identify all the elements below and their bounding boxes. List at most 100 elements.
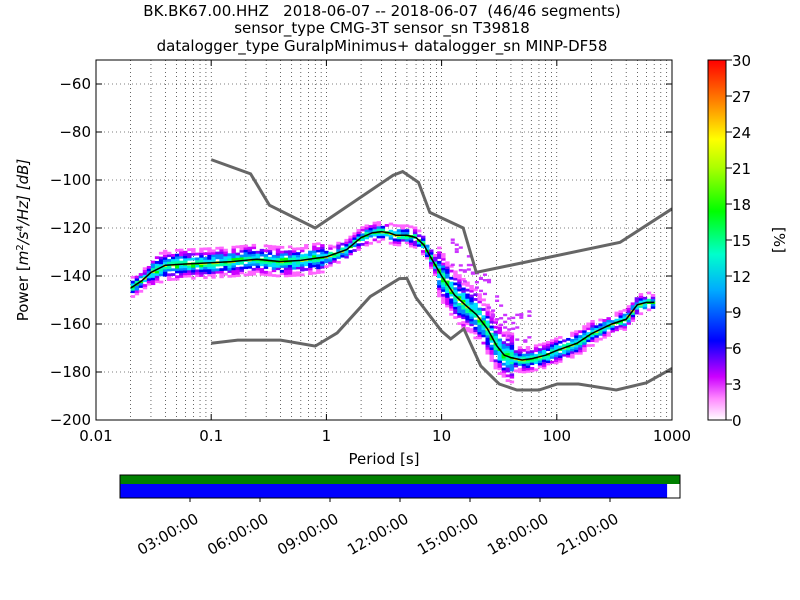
- heatmap-cell: [497, 345, 503, 349]
- heatmap-cell: [481, 315, 486, 319]
- heatmap-cell: [207, 247, 212, 251]
- heatmap-cell: [517, 348, 523, 352]
- heatmap-cell: [462, 269, 467, 272]
- heatmap-cell: [638, 312, 644, 316]
- heatmap-cell: [170, 273, 176, 276]
- heatmap-cell: [590, 327, 595, 330]
- heatmap-cell: [590, 336, 595, 340]
- heatmap-cell: [179, 272, 184, 276]
- median-curve: [130, 230, 655, 361]
- heatmap-cell: [570, 350, 575, 354]
- heatmap-cell: [300, 266, 305, 270]
- heatmap-cell: [316, 266, 321, 270]
- heatmap-cell: [203, 266, 208, 270]
- heatmap-cell: [416, 241, 422, 245]
- heatmap-cell: [578, 342, 583, 346]
- heatmap-cell: [267, 264, 273, 267]
- colorbar-tick-label: 0: [732, 412, 742, 430]
- heatmap-cell: [590, 329, 595, 333]
- heatmap-cell: [219, 248, 224, 252]
- heatmap-cell: [453, 289, 458, 293]
- heatmap-cell: [291, 252, 297, 256]
- heatmap-cell: [646, 308, 652, 312]
- heatmap-cell: [461, 282, 466, 286]
- heatmap-cell: [618, 324, 623, 328]
- heatmap-cell: [408, 237, 414, 241]
- heatmap-cell: [211, 254, 216, 258]
- heatmap-cell: [473, 331, 478, 335]
- heatmap-cell: [235, 274, 240, 278]
- heatmap-cell: [489, 354, 494, 358]
- heatmap-cell: [364, 226, 369, 230]
- heatmap-cell: [384, 233, 390, 237]
- heatmap-cell: [207, 266, 212, 270]
- heatmap-cell: [445, 261, 450, 265]
- heatmap-cell: [505, 362, 511, 366]
- heatmap-cell: [376, 221, 382, 224]
- heatmap-cell: [590, 322, 595, 326]
- heatmap-cell: [227, 258, 232, 261]
- heatmap-cell: [320, 270, 325, 274]
- heatmap-cell: [336, 260, 341, 264]
- heatmap-cell: [570, 334, 575, 337]
- heatmap-cell: [554, 351, 559, 355]
- heatmap-cell: [537, 353, 543, 356]
- heatmap-cell: [537, 343, 543, 347]
- heatmap-cell: [271, 254, 277, 258]
- heatmap-cell: [445, 297, 450, 301]
- heatmap-cell: [457, 288, 462, 292]
- heatmap-cell: [541, 366, 547, 370]
- heatmap-cell: [320, 258, 325, 262]
- heatmap-cell: [275, 245, 281, 249]
- heatmap-cell: [162, 252, 168, 256]
- heatmap-cell: [283, 274, 289, 278]
- heatmap-cell: [223, 258, 228, 262]
- heatmap-cell: [566, 337, 571, 341]
- heatmap-cell: [166, 278, 172, 281]
- heatmap-cell: [336, 253, 341, 257]
- heatmap-cell: [404, 236, 410, 240]
- heatmap-cell: [618, 310, 623, 314]
- heatmap-cell: [215, 263, 220, 267]
- heatmap-cell: [267, 249, 273, 253]
- heatmap-cell: [537, 350, 543, 354]
- heatmap-cell: [199, 274, 204, 277]
- heatmap-cell: [304, 260, 309, 264]
- x-axis-ticks: 0.01 0.1 1 10 100 1000: [79, 60, 691, 445]
- heatmap-cell: [191, 250, 196, 254]
- heatmap-cell: [396, 224, 402, 228]
- heatmap-cell: [582, 330, 587, 333]
- heatmap-cell: [477, 322, 482, 325]
- heatmap-cell: [227, 253, 232, 257]
- heatmap-cell: [489, 327, 494, 331]
- heatmap-cell: [235, 269, 240, 273]
- heatmap-cell: [465, 329, 470, 333]
- heatmap-cell: [477, 329, 482, 333]
- heatmap-cell: [211, 275, 216, 279]
- heatmap-cell: [469, 299, 474, 303]
- heatmap-cell: [279, 245, 285, 249]
- heatmap-cell: [458, 268, 463, 272]
- heatmap-cell: [239, 249, 244, 253]
- heatmap-cell: [396, 241, 402, 244]
- heatmap-cell: [183, 267, 188, 271]
- heatmap-cell: [453, 306, 458, 310]
- heatmap-cell: [175, 268, 180, 271]
- heatmap-cell: [412, 240, 418, 244]
- heatmap-cell: [211, 249, 216, 253]
- heatmap-cell: [501, 348, 507, 352]
- heatmap-cell: [485, 337, 490, 341]
- heatmap-cell: [485, 349, 490, 353]
- heatmap-cell: [481, 317, 486, 321]
- heatmap-cell: [275, 252, 281, 256]
- heatmap-cell: [425, 254, 430, 258]
- heatmap-cell: [376, 235, 382, 239]
- heatmap-cell: [130, 287, 136, 291]
- heatmap-cell: [320, 253, 325, 257]
- heatmap-cell: [368, 229, 373, 233]
- heatmap-cell: [162, 259, 168, 263]
- heatmap-cell: [138, 273, 144, 276]
- heatmap-cell: [138, 275, 144, 279]
- heatmap-cell: [199, 254, 204, 258]
- heatmap-cell: [507, 317, 512, 320]
